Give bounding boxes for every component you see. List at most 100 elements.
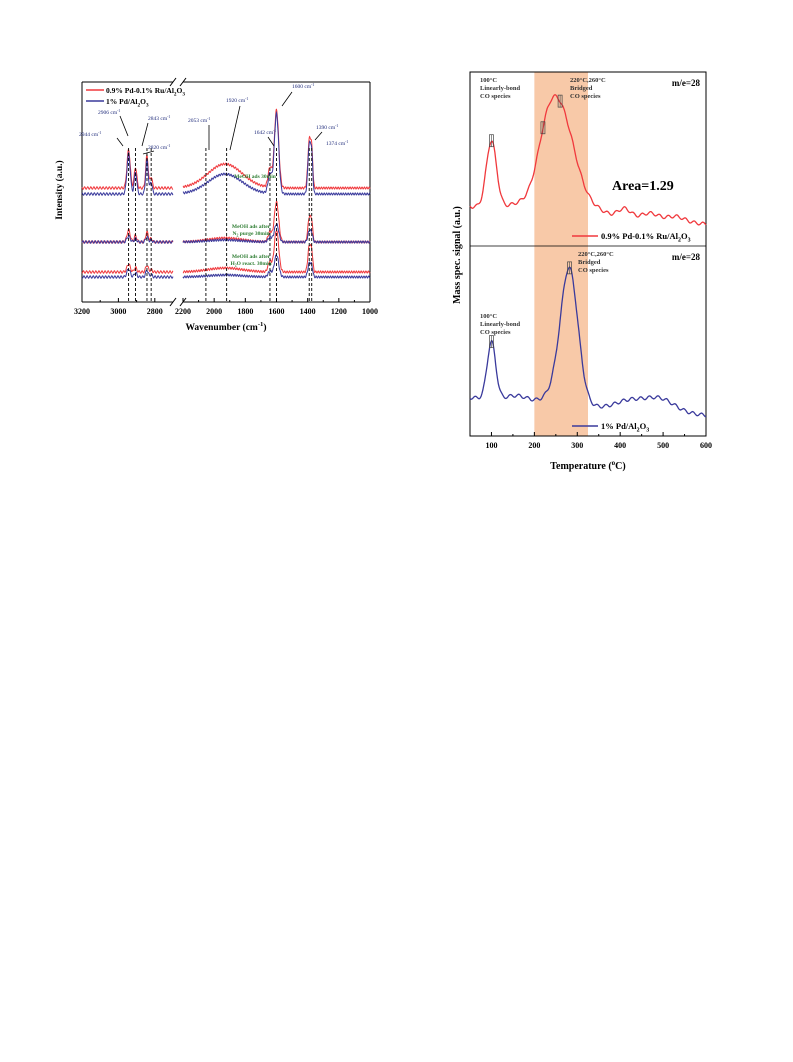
ftir-x-tick-label: 1800 [237, 307, 253, 316]
legend-entry-part: 2 [137, 102, 140, 108]
condition-label-line2-part: 2 [236, 234, 238, 238]
peak-label-1390: 1390 cm-1 [316, 124, 338, 131]
peak-label-1642-part: 1642 cm [254, 130, 274, 136]
blue-trace-ads [81, 151, 174, 196]
tpd-trace-blue [469, 266, 707, 418]
peak-label-1390-part: 1390 cm [316, 125, 336, 131]
ftir-x-tick-label: 2800 [147, 307, 163, 316]
condition-label: MeOH ads after [232, 254, 271, 260]
condition-label-line2-part: purge 30min [238, 231, 269, 237]
peak-label-1374-part: 1374 cm [326, 141, 346, 147]
red-trace-ads [182, 108, 371, 190]
tpd-x-axis-label-part: Temperature ( [550, 461, 612, 472]
ftir-x-axis-label: Wavenumber (cm-1) [185, 321, 266, 333]
tpd-legend-entry-part: O [640, 421, 647, 431]
bridged-co-annotation: CO species [570, 93, 601, 100]
annotation-arrow [142, 150, 155, 155]
tpd-legend-entry-part: 2 [678, 238, 681, 244]
bridged-co-annotation: 220°C,260°C [578, 251, 614, 258]
ftir-x-axis-label-part: Wavenumber (cm [185, 322, 257, 333]
peak-label-1374: 1374 cm-1 [326, 140, 348, 147]
peak-label-1920-part: -1 [245, 97, 248, 101]
legend-entry: 0.9% Pd-0.1% Ru/Al2O3 [106, 86, 185, 97]
peak-label-2053-part: 2053 cm [188, 118, 208, 124]
ftir-x-tick-label: 1000 [362, 307, 378, 316]
condition-label-line2-part: N [232, 231, 236, 237]
annotation-arrow [281, 91, 293, 107]
peak-label-2843-part: -1 [167, 115, 170, 119]
bridged-co-annotation: 220°C,260°C [570, 77, 606, 84]
bridged-co-annotation: Bridged [578, 259, 601, 266]
peak-label-2906-part: 2906 cm [98, 110, 118, 116]
ftir-x-tick-label: 1400 [300, 307, 316, 316]
tpd-chart: 100 200 300 400 500 600 Temperature (oC) Mass s… [452, 71, 712, 472]
me-label: m/e=28 [672, 252, 701, 262]
peak-label-2944-part: 2944 cm [79, 132, 99, 138]
condition-label-line2: N2 purge 30min [232, 231, 269, 238]
peak-label-2820: 2820 cm-1 [148, 144, 170, 151]
bridged-co-annotation: CO species [578, 267, 609, 274]
tpd-legend-entry: 0.9% Pd-0.1% Ru/Al2O3 [601, 231, 691, 244]
annotation-arrow [267, 136, 275, 147]
peak-label-2053-part: -1 [207, 117, 210, 121]
condition-label-line2-part: 2 [235, 264, 237, 268]
annotation-arrow [141, 122, 149, 147]
ftir-y-axis-label: Intensity (a.u.) [54, 160, 65, 219]
peak-label-1600-part: -1 [311, 83, 314, 87]
peak-label-1642-part: -1 [273, 129, 276, 133]
tpd-legend-entry-part: 3 [688, 238, 691, 244]
linear-co-annotation: 100°C [480, 77, 497, 84]
legend-entry-part: O [140, 97, 146, 106]
tpd-x-tick-label: 300 [571, 441, 583, 450]
tpd-legend-entry-part: O [681, 231, 688, 241]
me-label: m/e=28 [672, 78, 701, 88]
ftir-chart: 3200 3000 2800 2200 2000 1800 1600 1400 1200 1000… [54, 77, 378, 333]
highlight-band [534, 72, 588, 436]
peak-label-2820-part: 2820 cm [148, 145, 168, 151]
tpd-frame [469, 71, 707, 437]
annotation-arrow [229, 105, 241, 151]
annotation-arrow [116, 137, 124, 147]
area-label: Area=1.29 [612, 179, 674, 194]
blue-trace-ads [182, 110, 371, 196]
tpd-trace-red [469, 93, 707, 226]
ftir-x-tick-label: 2000 [206, 307, 222, 316]
peak-label-1374-part: -1 [345, 140, 348, 144]
ftir-x-tick-label: 3000 [110, 307, 126, 316]
linear-co-annotation: 100°C [480, 313, 497, 320]
peak-label-2820-part: -1 [167, 144, 170, 148]
red-trace-h2o [182, 230, 371, 274]
peak-label-2053: 2053 cm-1 [188, 117, 210, 124]
axis-break-mark [169, 77, 177, 87]
tpd-legend-entry: 1% Pd/Al2O3 [601, 421, 649, 434]
tpd-x-tick-label: 500 [657, 441, 669, 450]
tpd-legend-entry-part: 0.9% Pd-0.1% Ru/Al [601, 231, 679, 241]
legend-entry-part: 0.9% Pd-0.1% Ru/Al [106, 86, 174, 95]
peak-label-1600-part: 1600 cm [292, 84, 312, 90]
ftir-x-tick-label: 1200 [331, 307, 347, 316]
linear-co-annotation: Linearly-bond [480, 321, 520, 328]
tpd-x-tick-label: 100 [485, 441, 497, 450]
peak-label-2906: 2906 cm-1 [98, 109, 120, 116]
legend-entry-part: 1% Pd/Al [106, 97, 137, 106]
annotation-arrow [119, 115, 129, 137]
linear-co-annotation: CO species [480, 93, 511, 100]
annotation-arrow [314, 131, 323, 141]
tpd-x-axis-label-part: C) [615, 461, 626, 472]
condition-label: MeOH ads 30min [234, 174, 276, 180]
tpd-legend-entry-part: 1% Pd/Al [601, 421, 637, 431]
ftir-x-tick-label: 3200 [74, 307, 90, 316]
condition-label-line2-part: O react. 30min [237, 261, 272, 267]
blue-trace-n2 [81, 234, 174, 244]
peak-label-1920: 1920 cm-1 [226, 97, 248, 104]
linear-co-annotation: Linearly-bond [480, 85, 520, 92]
ftir-x-axis-label-part: ) [263, 322, 266, 333]
peak-label-1642: 1642 cm-1 [254, 129, 276, 136]
tpd-legend-entry-part: 3 [646, 428, 649, 434]
axis-break-mark [179, 77, 187, 87]
tpd-y-axis-label: Mass spec. signal (a.u.) [452, 206, 463, 304]
condition-label: MeOH ads after [232, 224, 271, 230]
legend-entry-part: 3 [182, 91, 185, 97]
